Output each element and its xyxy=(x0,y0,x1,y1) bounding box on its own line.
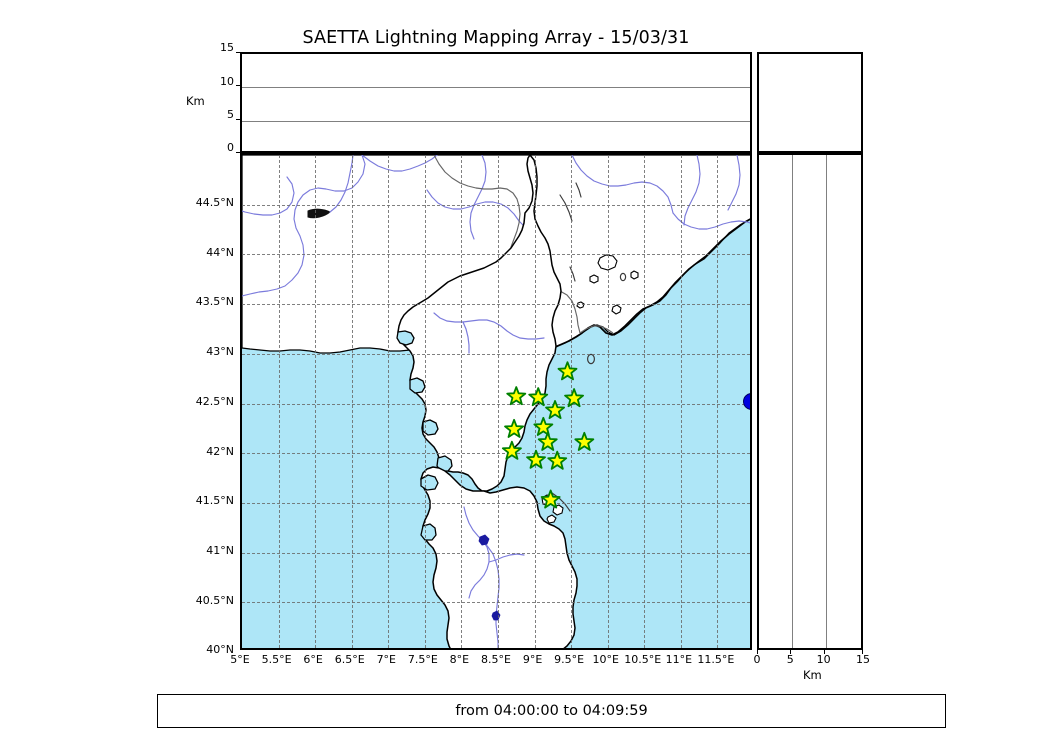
tick-right-10: 10 xyxy=(816,653,831,666)
tickmark-right-0 xyxy=(757,650,758,654)
tick-map-lat-40: 40°N xyxy=(206,643,234,657)
station-marker[interactable] xyxy=(564,388,584,408)
tick-map-lon-7: 7°E xyxy=(376,653,397,666)
tick-map-lon-10.5: 10.5°E xyxy=(624,653,662,666)
tickmark-top-0 xyxy=(236,152,240,153)
station-marker[interactable] xyxy=(574,431,595,451)
gridline-right-5 xyxy=(792,155,794,648)
station-marker[interactable] xyxy=(557,361,578,381)
tick-map-lon-9: 9°E xyxy=(522,653,543,666)
map-gridline-lon-6.5 xyxy=(351,155,353,648)
empty-corner-panel[interactable] xyxy=(757,52,863,153)
map-gridline-lon-10 xyxy=(607,155,609,648)
tick-map-lon-9.5: 9.5°E xyxy=(554,653,585,666)
altitude-vs-longitude-panel[interactable] xyxy=(240,52,752,153)
tickmark-top-10 xyxy=(236,85,240,87)
tick-map-lat-43.5: 43.5°N xyxy=(195,295,234,309)
tick-map-lon-5: 5°E xyxy=(230,653,250,666)
tickmark-right-10 xyxy=(823,650,825,654)
tick-map-lon-8: 8°E xyxy=(449,653,470,666)
station-marker[interactable] xyxy=(537,431,558,451)
map-gridline-lat-43 xyxy=(242,353,750,355)
tickmark-right-15 xyxy=(862,650,863,654)
map-gridline-lat-44 xyxy=(242,254,750,256)
tick-map-lon-10: 10°E xyxy=(592,653,619,666)
tickmark-top-5 xyxy=(236,118,240,120)
map-gridline-lat-40.5 xyxy=(242,602,750,604)
station-marker[interactable] xyxy=(526,449,546,469)
tick-right-0: 0 xyxy=(753,653,761,666)
tick-map-lat-42.5: 42.5°N xyxy=(195,394,234,408)
tick-map-lat-40.5: 40.5°N xyxy=(195,593,234,607)
map-gridline-lon-6 xyxy=(315,155,317,648)
tick-top-y-10: 10 xyxy=(220,74,234,88)
map-gridline-lon-5.5 xyxy=(278,155,280,648)
map-gridline-lon-11.5 xyxy=(717,155,719,648)
tickmark-top-15 xyxy=(236,52,240,53)
map-gridline-lat-41 xyxy=(242,552,750,554)
station-marker[interactable] xyxy=(528,387,549,407)
vhf-source-dot[interactable] xyxy=(742,393,750,411)
gridline-alt-10 xyxy=(242,87,750,89)
map-gridline-lat-42.5 xyxy=(242,403,750,405)
altitude-vs-latitude-panel[interactable] xyxy=(757,153,863,650)
map-gridline-lat-43.5 xyxy=(242,304,750,306)
tick-map-lon-11.5: 11.5°E xyxy=(697,653,735,666)
tick-map-lon-7.5: 7.5°E xyxy=(407,653,438,666)
axis-label-top-km: Km xyxy=(186,94,205,108)
station-marker[interactable] xyxy=(547,450,568,470)
tick-map-lat-41.5: 41.5°N xyxy=(195,494,234,508)
plan-view-map-panel[interactable] xyxy=(240,153,752,650)
status-bar: from 04:00:00 to 04:09:59 xyxy=(157,694,946,728)
tick-map-lat-43: 43°N xyxy=(206,345,234,359)
tick-right-15: 15 xyxy=(856,653,870,666)
tick-map-lat-42: 42°N xyxy=(206,444,234,458)
tickmark-right-5 xyxy=(790,650,792,654)
gridline-alt-5 xyxy=(242,120,750,122)
map-gridline-lon-11 xyxy=(680,155,682,648)
tick-map-lon-6: 6°E xyxy=(303,653,323,666)
tick-map-lat-44.5: 44.5°N xyxy=(195,196,234,209)
station-marker[interactable] xyxy=(506,386,527,406)
tick-map-lat-44: 44°N xyxy=(206,245,234,259)
page-title: SAETTA Lightning Mapping Array - 15/03/3… xyxy=(302,28,690,48)
tick-map-lon-5.5: 5.5°E xyxy=(261,653,292,666)
map-gridline-lat-41.5 xyxy=(242,502,750,504)
map-gridline-lat-44.5 xyxy=(242,204,750,206)
tick-map-lat-41: 41°N xyxy=(206,543,234,557)
station-marker[interactable] xyxy=(533,416,554,436)
tick-top-y-15: 15 xyxy=(220,41,234,54)
map-gridline-lon-8.5 xyxy=(498,155,499,648)
lma-station-markers[interactable] xyxy=(242,155,752,650)
axis-label-right-km: Km xyxy=(803,668,822,682)
map-gridline-lon-7 xyxy=(388,155,390,648)
tick-map-lon-11: 11°E xyxy=(665,653,693,666)
status-bar-text: from 04:00:00 to 04:09:59 xyxy=(455,703,648,719)
map-gridline-lon-10.5 xyxy=(644,155,646,648)
map-gridline-lon-7.5 xyxy=(424,155,426,648)
tick-right-5: 5 xyxy=(786,653,794,666)
map-gridline-lon-8 xyxy=(461,155,463,648)
tick-top-y-0: 0 xyxy=(227,141,234,155)
tick-top-y-5: 5 xyxy=(227,107,234,121)
station-marker[interactable] xyxy=(504,418,525,438)
station-marker[interactable] xyxy=(501,440,522,460)
tick-map-lon-8.5: 8.5°E xyxy=(481,653,511,666)
gridline-right-10 xyxy=(825,155,827,648)
station-marker[interactable] xyxy=(540,489,561,509)
station-marker[interactable] xyxy=(545,400,565,420)
vhf-source-markers[interactable] xyxy=(242,155,750,648)
map-gridline-lat-42 xyxy=(242,453,750,455)
tick-map-lon-6.5: 6.5°E xyxy=(334,653,365,666)
